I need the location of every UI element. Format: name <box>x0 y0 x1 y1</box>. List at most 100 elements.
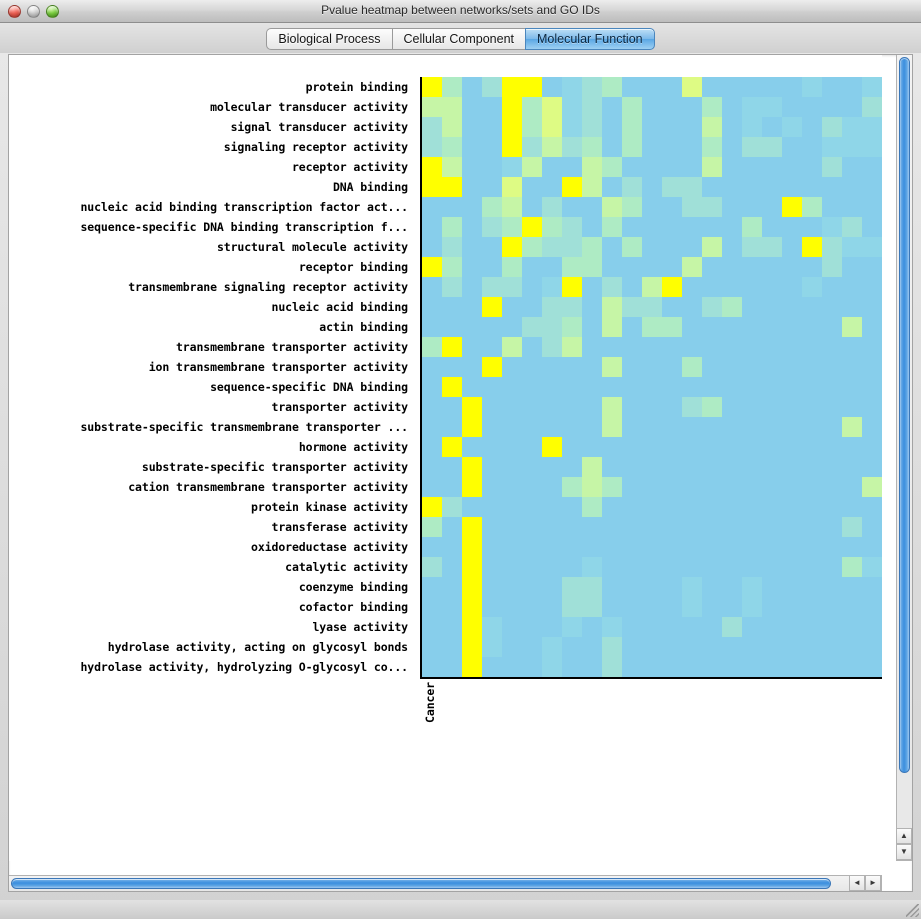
heatmap-cell[interactable] <box>662 577 682 597</box>
heatmap-cell[interactable] <box>862 437 882 457</box>
heatmap-cell[interactable] <box>502 117 522 137</box>
heatmap-cell[interactable] <box>782 537 802 557</box>
heatmap-cell[interactable] <box>482 197 502 217</box>
heatmap-cell[interactable] <box>682 397 702 417</box>
heatmap-cell[interactable] <box>822 657 842 677</box>
heatmap-cell[interactable] <box>562 277 582 297</box>
heatmap-cell[interactable] <box>662 297 682 317</box>
heatmap-cell[interactable] <box>542 217 562 237</box>
heatmap-cell[interactable] <box>642 317 662 337</box>
heatmap-cell[interactable] <box>582 517 602 537</box>
heatmap-cell[interactable] <box>562 197 582 217</box>
heatmap-cell[interactable] <box>862 297 882 317</box>
heatmap-cell[interactable] <box>702 317 722 337</box>
heatmap-cell[interactable] <box>862 617 882 637</box>
heatmap-cell[interactable] <box>542 197 562 217</box>
heatmap-cell[interactable] <box>442 437 462 457</box>
heatmap-cell[interactable] <box>702 417 722 437</box>
heatmap-cell[interactable] <box>462 517 482 537</box>
heatmap-cell[interactable] <box>442 637 462 657</box>
scroll-up-icon[interactable]: ▲ <box>896 828 912 844</box>
heatmap-cell[interactable] <box>842 357 862 377</box>
heatmap-cell[interactable] <box>642 137 662 157</box>
heatmap-cell[interactable] <box>762 457 782 477</box>
heatmap-cell[interactable] <box>502 257 522 277</box>
heatmap-cell[interactable] <box>762 157 782 177</box>
heatmap-cell[interactable] <box>502 437 522 457</box>
heatmap-cell[interactable] <box>422 417 442 437</box>
heatmap-cell[interactable] <box>782 497 802 517</box>
heatmap-cell[interactable] <box>782 277 802 297</box>
heatmap-cell[interactable] <box>762 77 782 97</box>
heatmap-cell[interactable] <box>602 657 622 677</box>
heatmap-cell[interactable] <box>662 77 682 97</box>
heatmap-cell[interactable] <box>562 357 582 377</box>
heatmap-cell[interactable] <box>602 337 622 357</box>
heatmap-cell[interactable] <box>822 357 842 377</box>
heatmap-cell[interactable] <box>462 157 482 177</box>
heatmap-cell[interactable] <box>422 277 442 297</box>
heatmap-cell[interactable] <box>862 97 882 117</box>
heatmap-cell[interactable] <box>562 217 582 237</box>
heatmap-cell[interactable] <box>762 317 782 337</box>
heatmap-cell[interactable] <box>662 217 682 237</box>
heatmap-cell[interactable] <box>842 77 862 97</box>
heatmap-cell[interactable] <box>742 97 762 117</box>
heatmap-cell[interactable] <box>722 517 742 537</box>
heatmap-cell[interactable] <box>722 477 742 497</box>
heatmap-cell[interactable] <box>602 277 622 297</box>
heatmap-cell[interactable] <box>762 277 782 297</box>
heatmap-cell[interactable] <box>622 397 642 417</box>
heatmap-cell[interactable] <box>782 197 802 217</box>
heatmap-cell[interactable] <box>542 577 562 597</box>
heatmap-cell[interactable] <box>802 197 822 217</box>
heatmap-cell[interactable] <box>822 97 842 117</box>
heatmap-cell[interactable] <box>462 557 482 577</box>
heatmap-cell[interactable] <box>582 437 602 457</box>
heatmap-cell[interactable] <box>442 537 462 557</box>
heatmap-cell[interactable] <box>642 557 662 577</box>
heatmap-cell[interactable] <box>762 537 782 557</box>
heatmap-cell[interactable] <box>422 177 442 197</box>
heatmap-cell[interactable] <box>722 577 742 597</box>
close-button[interactable] <box>8 5 21 18</box>
horizontal-scrollbar[interactable]: ◄ ► <box>9 875 882 891</box>
heatmap-cell[interactable] <box>742 537 762 557</box>
heatmap-cell[interactable] <box>782 297 802 317</box>
heatmap-cell[interactable] <box>562 157 582 177</box>
heatmap-cell[interactable] <box>562 577 582 597</box>
heatmap-cell[interactable] <box>742 497 762 517</box>
heatmap-cell[interactable] <box>842 477 862 497</box>
heatmap-cell[interactable] <box>682 77 702 97</box>
heatmap-cell[interactable] <box>682 377 702 397</box>
heatmap-cell[interactable] <box>722 437 742 457</box>
heatmap-cell[interactable] <box>822 577 842 597</box>
heatmap-cell[interactable] <box>502 617 522 637</box>
heatmap-cell[interactable] <box>662 357 682 377</box>
heatmap-cell[interactable] <box>502 177 522 197</box>
heatmap-cell[interactable] <box>862 537 882 557</box>
heatmap-cell[interactable] <box>642 177 662 197</box>
heatmap-cell[interactable] <box>782 137 802 157</box>
heatmap-cell[interactable] <box>482 97 502 117</box>
heatmap-cell[interactable] <box>462 337 482 357</box>
heatmap-cell[interactable] <box>842 157 862 177</box>
heatmap-cell[interactable] <box>442 197 462 217</box>
heatmap-cell[interactable] <box>542 357 562 377</box>
heatmap-cell[interactable] <box>562 477 582 497</box>
heatmap-cell[interactable] <box>822 497 842 517</box>
heatmap-cell[interactable] <box>722 397 742 417</box>
heatmap-cell[interactable] <box>582 617 602 637</box>
heatmap-cell[interactable] <box>522 277 542 297</box>
heatmap-cell[interactable] <box>802 437 822 457</box>
heatmap-cell[interactable] <box>702 597 722 617</box>
heatmap-cell[interactable] <box>642 497 662 517</box>
heatmap-cell[interactable] <box>522 517 542 537</box>
heatmap-cell[interactable] <box>422 537 442 557</box>
heatmap-cell[interactable] <box>622 457 642 477</box>
heatmap-cell[interactable] <box>442 277 462 297</box>
heatmap-cell[interactable] <box>802 97 822 117</box>
heatmap-cell[interactable] <box>422 237 442 257</box>
heatmap-cell[interactable] <box>602 257 622 277</box>
heatmap-cell[interactable] <box>782 77 802 97</box>
